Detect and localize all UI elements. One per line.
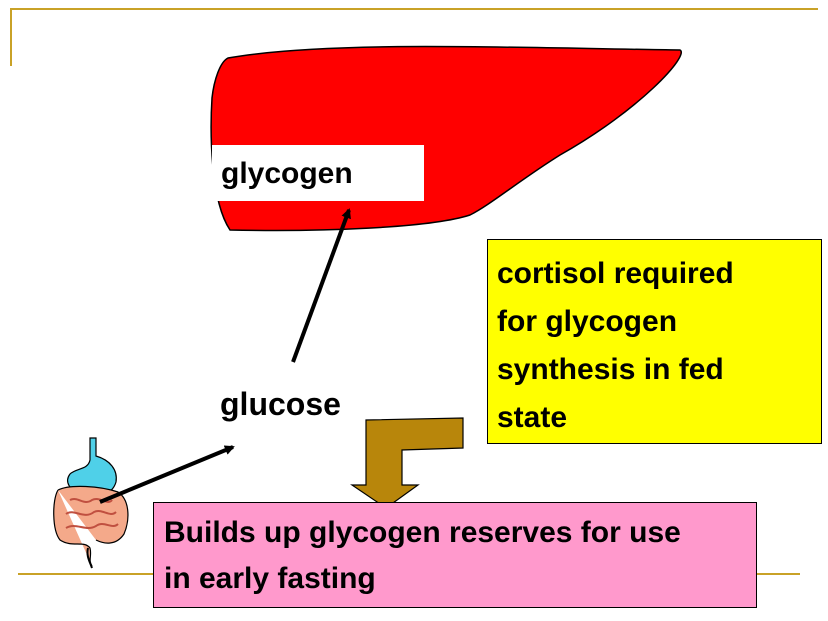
left-rule	[10, 8, 12, 66]
result-note-line: in early fasting	[164, 562, 376, 595]
cortisol-note-box: cortisol required for glycogen synthesis…	[487, 239, 822, 444]
cortisol-note-line: synthesis in fed	[497, 353, 724, 386]
top-rule	[10, 8, 818, 10]
digestive-system-icon	[53, 437, 129, 569]
result-note-line: Builds up glycogen reserves for use	[164, 516, 681, 549]
cortisol-effect-arrow	[350, 417, 464, 509]
cortisol-note-line: for glycogen	[497, 305, 678, 338]
glucose-label: glucose	[220, 386, 341, 422]
result-note-box: Builds up glycogen reserves for use in e…	[153, 502, 757, 608]
glucose-to-glycogen-arrow	[291, 208, 351, 363]
cortisol-note-line: state	[497, 401, 568, 434]
liver-icon	[210, 45, 682, 232]
digestion-to-glucose-arrow	[99, 445, 235, 504]
cortisol-note-line: cortisol required	[497, 257, 734, 290]
glycogen-label: glycogen	[212, 145, 424, 201]
